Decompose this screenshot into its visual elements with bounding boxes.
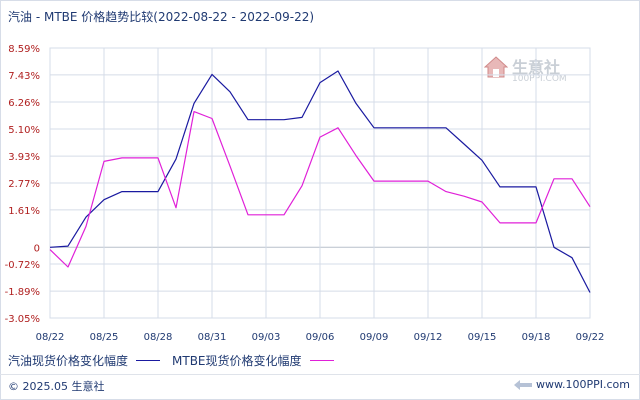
y-tick-label: 1.61%	[8, 206, 40, 217]
x-tick-label: 09/03	[252, 332, 281, 343]
legend-label-gasoline: 汽油现货价格变化幅度	[8, 354, 129, 368]
mtbe-series-line	[49, 110, 591, 268]
legend-label-mtbe: MTBE现货价格变化幅度	[172, 354, 302, 368]
y-tick-label: 5.10%	[8, 125, 40, 136]
footer-url[interactable]: www.100PPI.com	[536, 378, 630, 391]
legend-swatch-gasoline	[136, 360, 161, 361]
x-tick-label: 08/28	[144, 332, 173, 343]
chart-grid	[49, 47, 591, 319]
x-axis-tick-labels: 08/22 08/25 08/28 08/31 09/03 09/06 09/09 09/12…	[36, 332, 605, 343]
y-tick-label: 7.43%	[8, 71, 40, 82]
y-tick-label: -3.05%	[5, 314, 40, 325]
gasoline-series-line	[49, 70, 591, 293]
footer-copyright: © 2025.05 生意社	[8, 380, 105, 393]
series-lines	[49, 70, 591, 293]
y-tick-label: 2.77%	[8, 179, 40, 190]
y-tick-label: 0	[34, 243, 40, 254]
chart-legend: 汽油现货价格变化幅度 MTBE现货价格变化幅度	[8, 352, 346, 369]
y-tick-label: -1.89%	[5, 287, 40, 298]
x-tick-label: 09/15	[468, 332, 497, 343]
watermark-name-en: 100PPI.COM	[512, 74, 567, 84]
x-tick-label: 09/09	[360, 332, 389, 343]
legend-swatch-mtbe	[309, 360, 334, 361]
y-tick-label: -0.72%	[5, 260, 40, 271]
chart-title: 汽油 - MTBE 价格趋势比较(2022-08-22 - 2022-09-22…	[8, 10, 315, 24]
y-tick-label: 3.93%	[8, 152, 40, 163]
y-axis-tick-labels: 8.59% 7.43% 6.26% 5.10% 3.93% 2.77% 1.61% 0 -0.7…	[5, 44, 40, 325]
x-tick-label: 09/22	[576, 332, 605, 343]
arrow-icon	[514, 379, 533, 390]
y-tick-label: 6.26%	[8, 98, 40, 109]
x-tick-label: 09/06	[306, 332, 335, 343]
x-tick-label: 08/31	[198, 332, 227, 343]
x-tick-label: 08/25	[90, 332, 119, 343]
y-tick-label: 8.59%	[8, 44, 40, 55]
x-tick-label: 08/22	[36, 332, 65, 343]
x-tick-label: 09/12	[414, 332, 443, 343]
x-tick-label: 09/18	[522, 332, 551, 343]
footer-link[interactable]: www.100PPI.com	[514, 378, 630, 391]
footer-divider	[0, 374, 640, 375]
house-logo-icon	[484, 56, 508, 78]
